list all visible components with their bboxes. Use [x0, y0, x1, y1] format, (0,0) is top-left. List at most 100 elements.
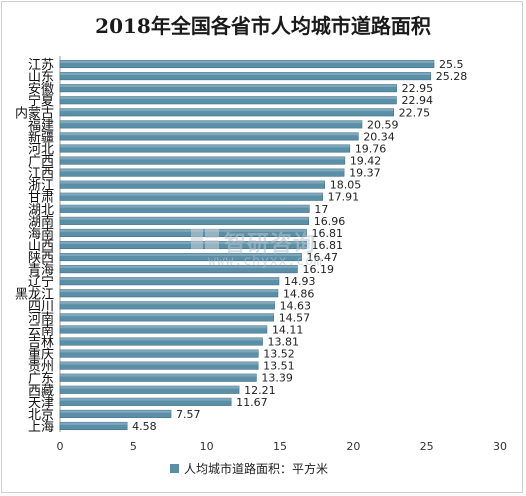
category-label: 浙江 — [28, 179, 54, 194]
data-label: 17 — [314, 203, 328, 216]
bar — [59, 192, 323, 201]
category-label: 湖南 — [28, 214, 54, 230]
category-label: 天津 — [28, 396, 54, 411]
data-label: 16.47 — [307, 251, 339, 264]
data-label: 7.57 — [176, 408, 201, 421]
x-tick-label: 5 — [130, 440, 137, 453]
bar-highlight — [60, 60, 434, 63]
category-label: 山东 — [28, 70, 54, 85]
category-label: 江西 — [28, 167, 54, 182]
data-label: 13.39 — [261, 372, 293, 385]
bar — [59, 277, 280, 286]
category-label: 甘肃 — [28, 191, 54, 206]
category-label: 黑龙江 — [15, 287, 54, 302]
category-label: 新疆 — [28, 129, 54, 145]
data-label: 14.63 — [280, 299, 312, 312]
bar — [59, 313, 274, 322]
x-tick-label: 30 — [493, 440, 507, 453]
data-label: 14.57 — [279, 311, 311, 324]
bar — [59, 349, 259, 358]
bar-highlight — [60, 301, 275, 305]
bar-highlight — [60, 422, 128, 425]
category-label: 辽宁 — [28, 274, 54, 290]
bar — [59, 240, 307, 250]
data-label: 13.81 — [268, 336, 300, 349]
x-tick-label: 10 — [200, 440, 214, 453]
data-label: 16.19 — [302, 263, 334, 276]
bar — [59, 409, 172, 418]
bar — [59, 59, 435, 69]
data-label: 4.58 — [132, 420, 157, 433]
data-label: 19.76 — [355, 142, 387, 155]
bar-highlight — [60, 410, 172, 413]
bar-highlight — [60, 156, 345, 160]
bar — [59, 385, 240, 394]
data-label: 13.52 — [263, 348, 295, 361]
bar-highlight — [60, 205, 310, 208]
category-label: 湖北 — [28, 203, 54, 218]
data-label: 16.81 — [312, 239, 344, 252]
category-label: 山西 — [28, 239, 54, 254]
bar — [59, 120, 363, 129]
category-label: 河北 — [28, 142, 54, 157]
category-label: 宁夏 — [28, 93, 54, 109]
category-label: 内蒙古 — [15, 105, 54, 121]
data-label: 14.86 — [283, 287, 315, 300]
data-label: 11.67 — [236, 396, 268, 409]
bar — [59, 397, 232, 406]
bar — [59, 228, 307, 237]
bar-highlight — [60, 108, 394, 112]
bar-highlight — [60, 144, 350, 148]
bar — [59, 144, 351, 153]
bar-highlight — [60, 289, 278, 293]
category-label: 广西 — [28, 155, 54, 170]
data-label: 22.95 — [402, 82, 434, 95]
bar-highlight — [60, 241, 307, 244]
x-tick-label: 15 — [273, 440, 287, 453]
bar-highlight — [60, 180, 325, 184]
data-label: 17.91 — [328, 191, 360, 204]
data-label: 19.37 — [349, 167, 381, 180]
category-label: 广东 — [28, 372, 54, 387]
bar-highlight — [60, 84, 397, 88]
category-label: 西藏 — [28, 384, 54, 399]
bar-highlight — [60, 325, 267, 329]
category-label: 吉林 — [28, 336, 54, 351]
category-label: 上海 — [28, 420, 54, 435]
bar-highlight — [60, 277, 279, 281]
bar — [59, 96, 397, 105]
data-label: 12.21 — [244, 384, 276, 397]
bar — [59, 180, 326, 189]
category-label: 四川 — [28, 299, 54, 314]
bar-highlight — [60, 398, 232, 401]
bar-highlight — [60, 96, 397, 100]
data-label: 20.34 — [363, 130, 395, 143]
category-label: 福建 — [28, 118, 54, 133]
legend: 人均城市道路面积：平方米 — [170, 460, 328, 476]
chart-title: 2018年全国各省市人均城市道路面积 — [95, 14, 431, 38]
legend-label: 人均城市道路面积：平方米 — [184, 461, 329, 476]
bar-highlight — [60, 373, 257, 377]
data-label: 22.75 — [399, 106, 431, 119]
bar-highlight — [60, 193, 323, 196]
bar-highlight — [60, 349, 259, 353]
data-label: 25.5 — [439, 58, 464, 71]
bar — [59, 265, 298, 274]
bar-highlight — [60, 361, 259, 365]
category-label: 海南 — [28, 226, 54, 242]
bar — [59, 253, 302, 262]
bar — [59, 289, 279, 298]
bar — [59, 204, 310, 213]
category-label: 北京 — [28, 408, 54, 423]
bar-highlight — [60, 132, 359, 136]
data-label: 14.93 — [284, 275, 316, 288]
bar — [59, 361, 259, 370]
category-label: 陕西 — [28, 251, 54, 266]
data-label: 16.81 — [312, 227, 344, 240]
bar-highlight — [60, 229, 307, 232]
data-label: 25.28 — [436, 70, 468, 83]
bar — [59, 337, 263, 346]
data-label: 14.11 — [272, 323, 304, 336]
category-label: 安徽 — [28, 82, 54, 97]
